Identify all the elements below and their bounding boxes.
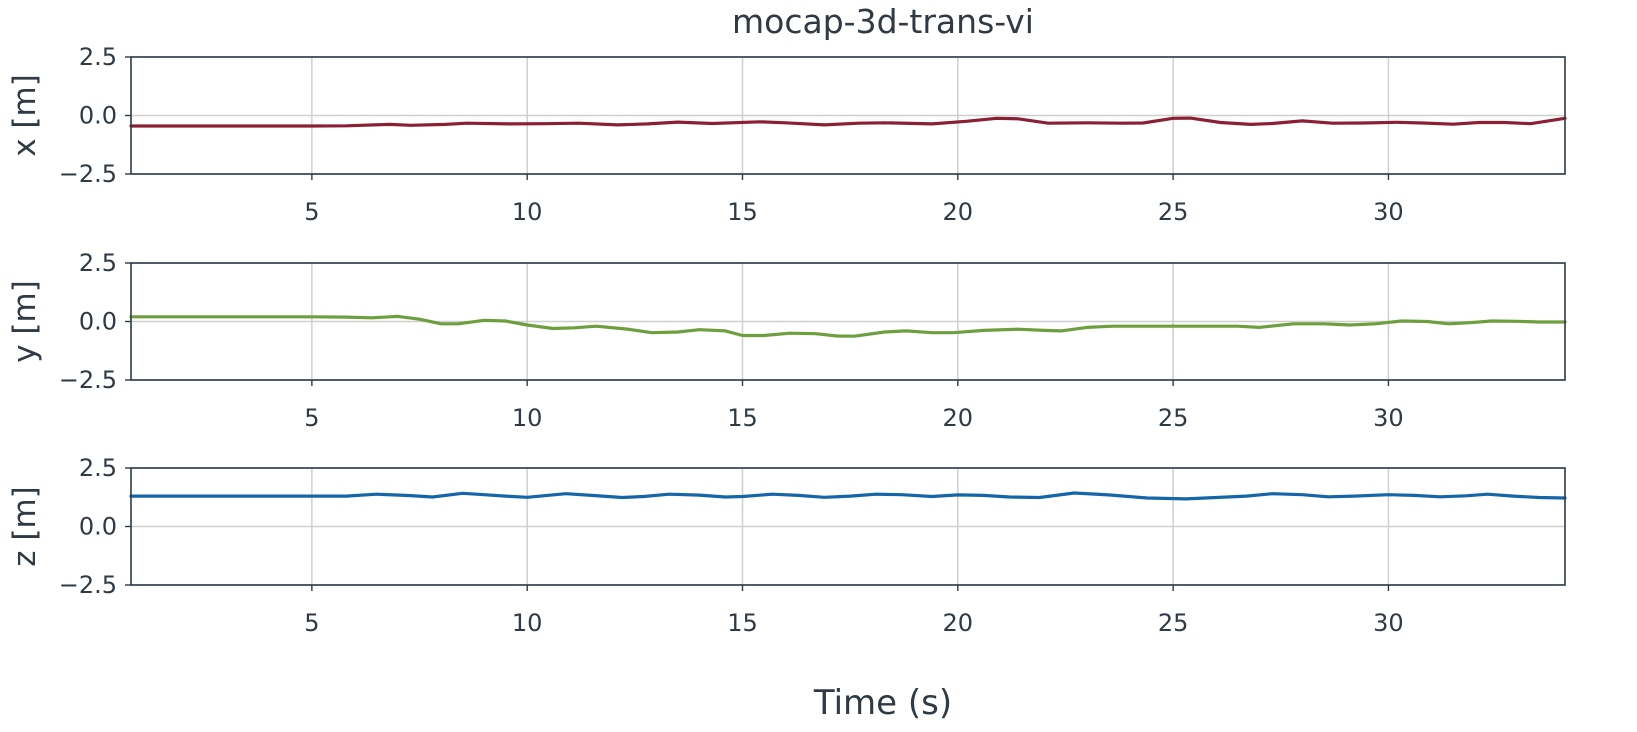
x-tick-label: 15	[727, 198, 758, 226]
y-tick-label: 2.5	[79, 249, 117, 277]
x-tick-label: 25	[1158, 609, 1189, 637]
x-tick-label: 5	[304, 198, 319, 226]
x-tick-label: 10	[512, 198, 543, 226]
x-tick-label: 20	[943, 609, 974, 637]
x-tick-label: 15	[727, 609, 758, 637]
series-line-z	[129, 491, 1567, 501]
x-tick-label: 15	[727, 404, 758, 432]
x-tick-label: 30	[1373, 609, 1404, 637]
x-position-panel: −2.5 0.0 2.5 5 10 15 20 25 30 x [m]	[7, 43, 1567, 226]
x-tick-label: 10	[512, 404, 543, 432]
y-tick-label: 0.0	[79, 102, 117, 130]
y-axis-label: x [m]	[7, 74, 43, 157]
x-tick-label: 20	[943, 404, 974, 432]
y-tick-label: −2.5	[59, 571, 117, 599]
x-tick-label: 30	[1373, 404, 1404, 432]
y-tick-label: 0.0	[79, 513, 117, 541]
y-tick-label: −2.5	[59, 160, 117, 188]
chart-title: mocap-3d-trans-vi	[732, 2, 1034, 41]
z-position-panel: −2.5 0.0 2.5 5 10 15 20 25 30 z [m]	[7, 454, 1567, 637]
x-axis-label: Time (s)	[813, 683, 952, 723]
y-tick-label: 0.0	[79, 308, 117, 336]
y-axis-label: y [m]	[7, 280, 43, 363]
x-tick-label: 10	[512, 609, 543, 637]
x-tick-label: 5	[304, 609, 319, 637]
x-tick-label: 30	[1373, 198, 1404, 226]
y-tick-label: −2.5	[59, 366, 117, 394]
x-tick-label: 5	[304, 404, 319, 432]
x-tick-label: 25	[1158, 404, 1189, 432]
y-tick-label: 2.5	[79, 43, 117, 71]
series-line-x	[129, 116, 1567, 128]
y-tick-label: 2.5	[79, 454, 117, 482]
x-tick-label: 25	[1158, 198, 1189, 226]
x-tick-label: 20	[943, 198, 974, 226]
y-axis-label: z [m]	[7, 486, 43, 567]
series-line-y	[129, 314, 1567, 338]
y-position-panel: −2.5 0.0 2.5 5 10 15 20 25 30 y [m]	[7, 249, 1567, 432]
